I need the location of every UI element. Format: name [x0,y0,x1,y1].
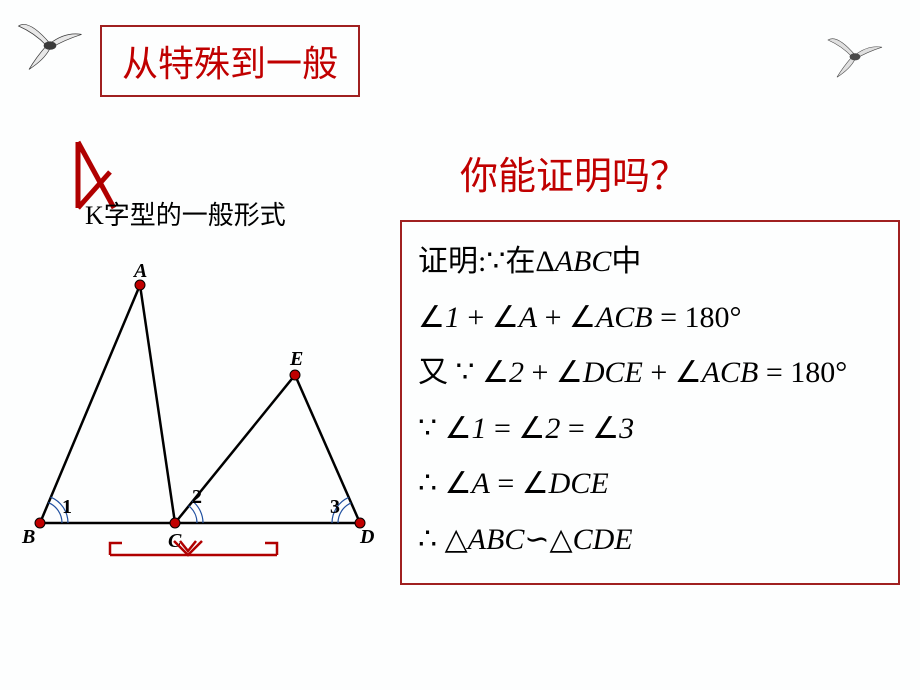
proof-line-0: 证明:∵在ΔABC中 [418,234,882,290]
bird-decoration-left [15,5,85,75]
subtitle-text: K字型的一般形式 [85,195,286,232]
proof-line-4: ∴ ∠A = ∠DCE [418,456,882,512]
proof-line-5: ∴ △ABC∽△CDE [418,512,882,568]
proof-line-2: 又 ∵ ∠2 + ∠DCE + ∠ACB = 180° [418,345,882,401]
svg-text:2: 2 [192,486,202,508]
svg-text:B: B [21,526,35,548]
svg-text:1: 1 [62,496,72,518]
geometry-diagram: 123ABCDE [10,255,390,585]
svg-text:D: D [359,526,374,548]
question-text: 你能证明吗？ [460,145,688,200]
svg-text:E: E [289,348,303,370]
proof-line-1: ∠1 + ∠A + ∠ACB = 180° [418,290,882,346]
svg-text:3: 3 [330,496,340,518]
svg-text:A: A [132,260,147,282]
title-text: 从特殊到一般 [122,44,338,84]
bird-decoration-right [810,22,900,82]
proof-line-3: ∵ ∠1 = ∠2 = ∠3 [418,401,882,457]
proof-box: 证明:∵在ΔABC中∠1 + ∠A + ∠ACB = 180°又 ∵ ∠2 + … [400,220,900,585]
title-box: 从特殊到一般 [100,25,360,97]
